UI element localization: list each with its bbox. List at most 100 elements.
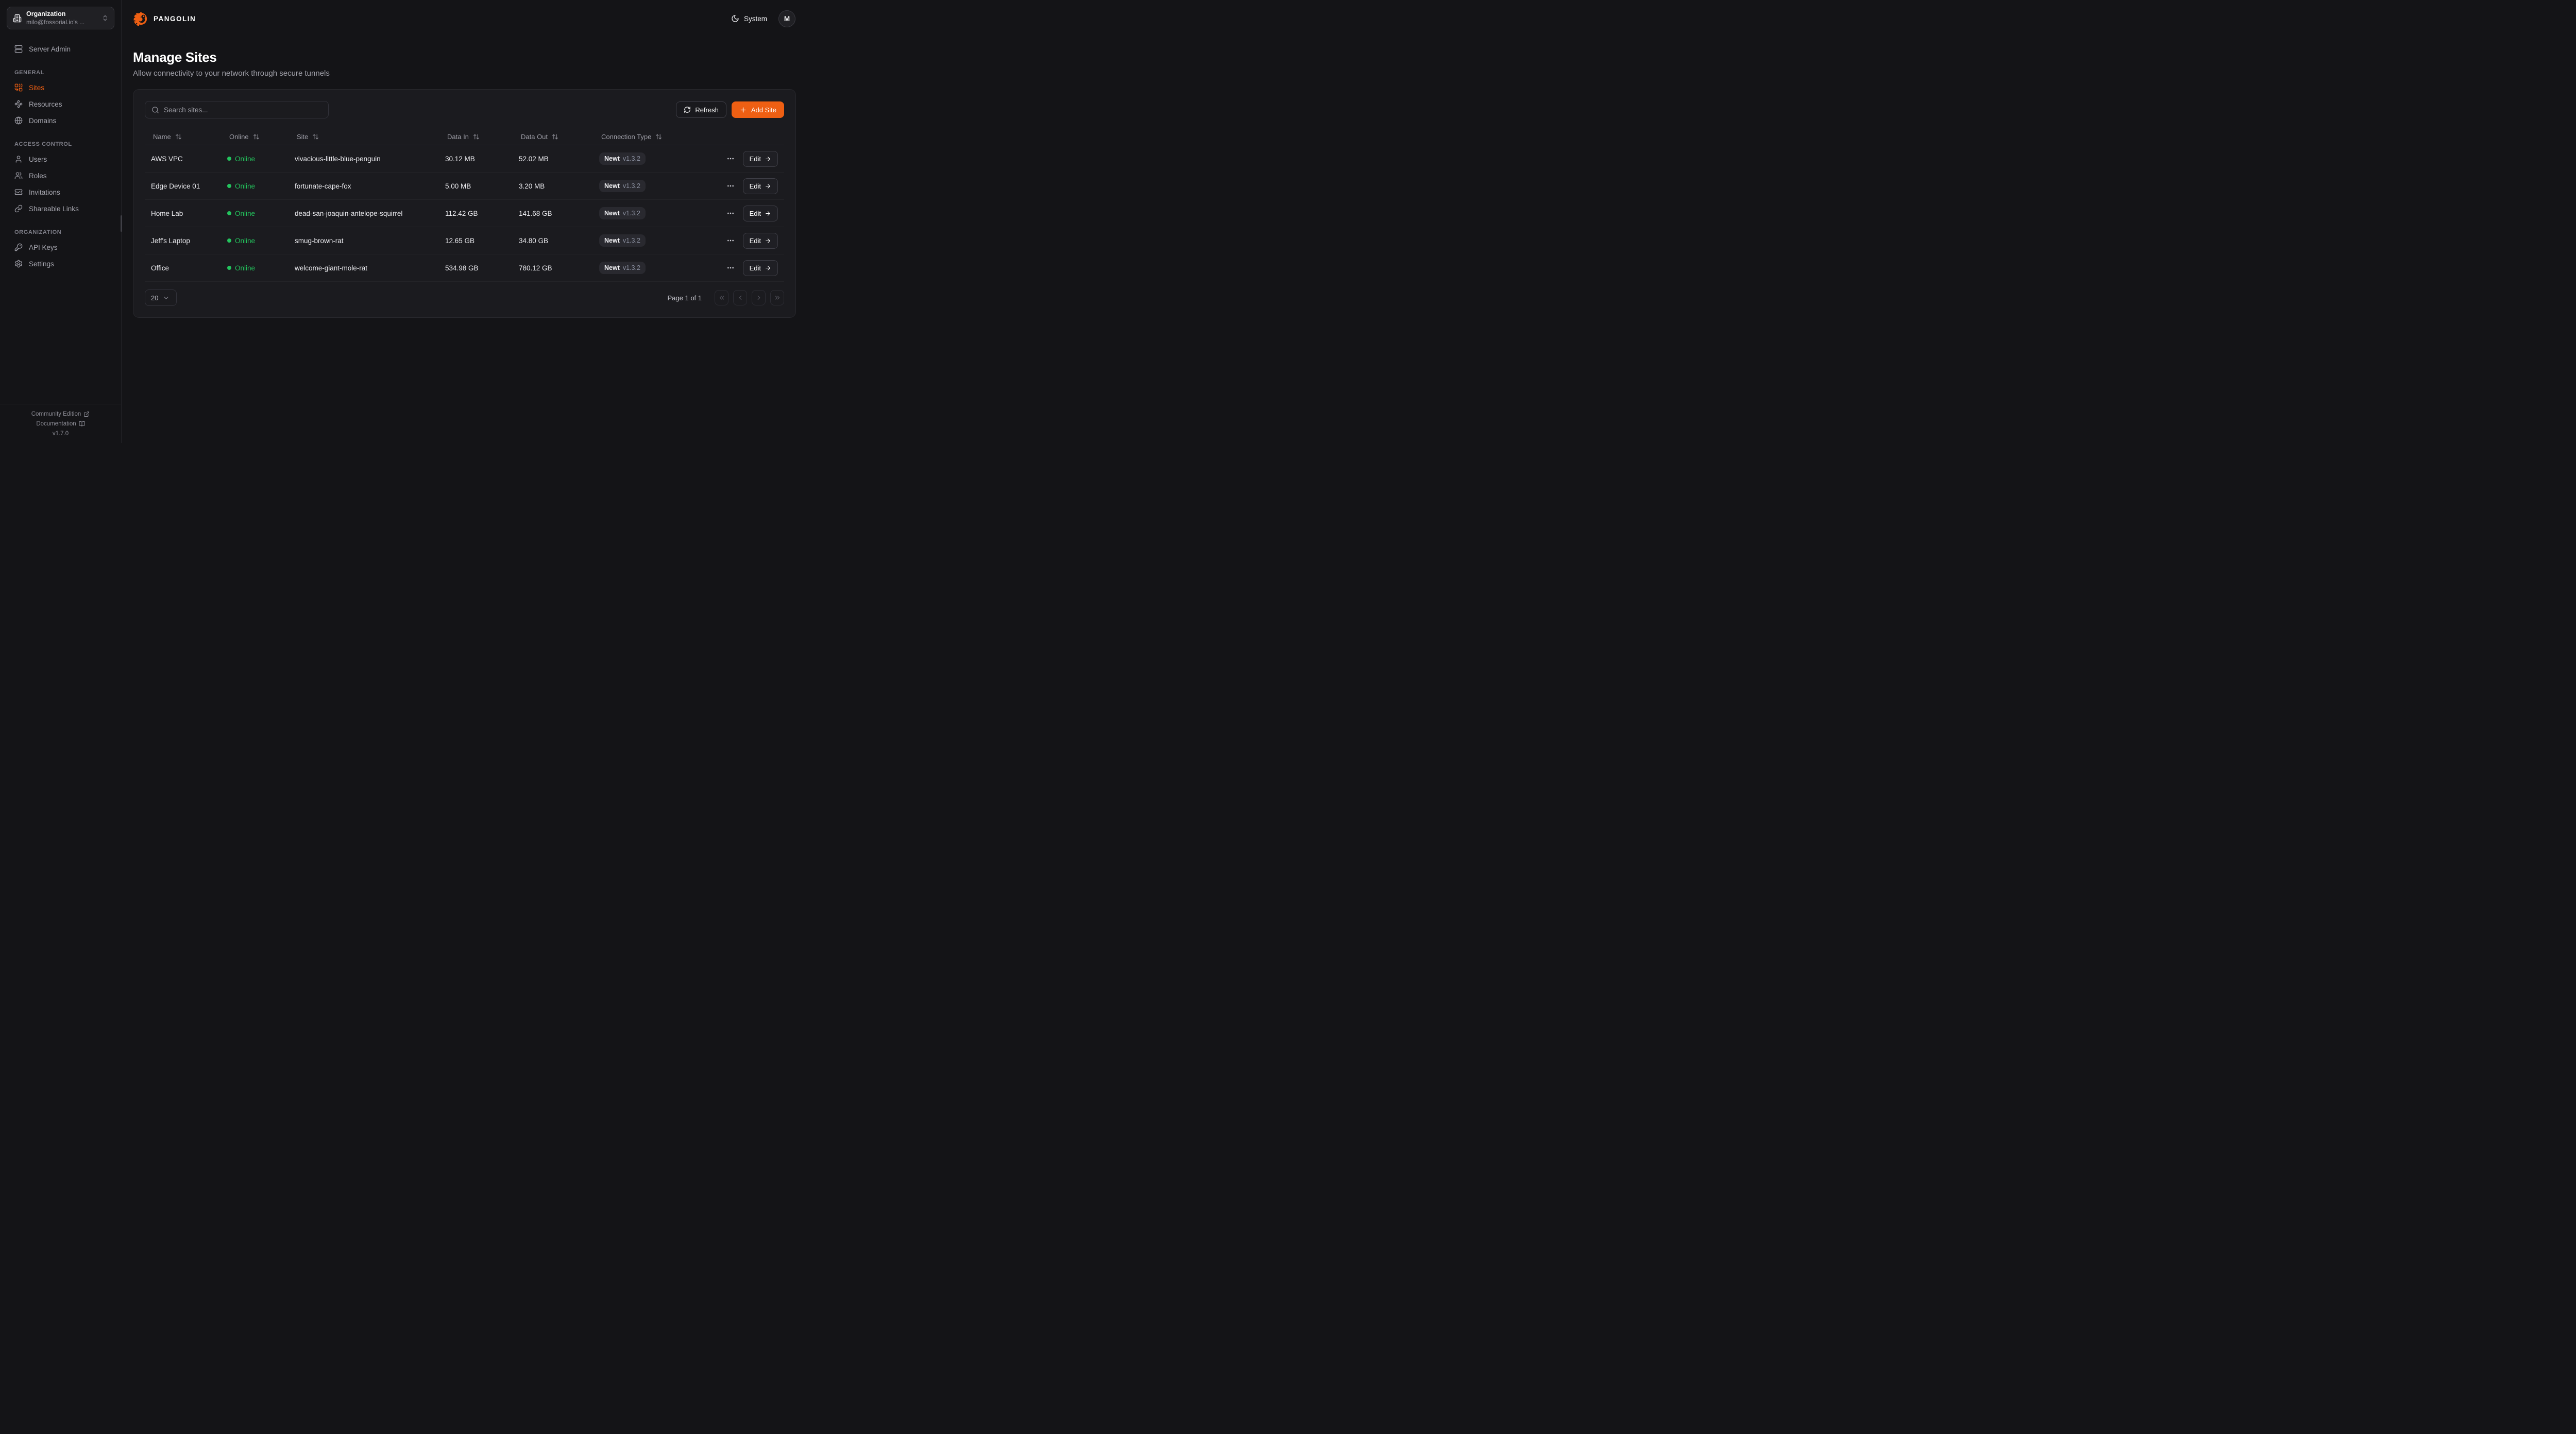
column-header-name[interactable]: Name (145, 133, 221, 141)
sidebar-item-label: Users (29, 155, 47, 163)
table-row: Jeff's Laptop Online smug-brown-rat 12.6… (145, 227, 784, 254)
chevron-down-icon (163, 295, 170, 301)
ellipsis-icon (726, 209, 735, 217)
sort-icon (655, 133, 662, 140)
data-out-value: 780.12 GB (519, 264, 552, 272)
row-menu-button[interactable] (726, 180, 735, 192)
chevrons-right-icon (774, 294, 781, 301)
ellipsis-icon (726, 236, 735, 245)
app-version: v1.7.0 (52, 431, 69, 437)
last-page-button[interactable] (770, 290, 784, 305)
community-edition-link[interactable]: Community Edition (31, 411, 90, 417)
sidebar-footer: Community Edition Documentation v1.7.0 (0, 404, 121, 443)
column-header-data-out[interactable]: Data Out (513, 133, 593, 141)
column-label: Online (229, 133, 249, 141)
edit-button[interactable]: Edit (742, 232, 778, 249)
row-menu-button[interactable] (726, 234, 735, 247)
theme-toggle[interactable]: System (731, 14, 767, 23)
data-in-value: 534.98 GB (445, 264, 479, 272)
sidebar-item-roles[interactable]: Roles (0, 167, 121, 184)
sidebar-item-shareable-links[interactable]: Shareable Links (0, 200, 121, 217)
sidebar-item-api-keys[interactable]: API Keys (0, 239, 121, 255)
search-icon (151, 106, 159, 114)
pangolin-logo[interactable]: PANGOLIN (133, 11, 196, 27)
arrow-right-icon (765, 210, 771, 217)
org-switcher[interactable]: Organization milo@fossorial.io's ... (7, 7, 114, 29)
status-label: Online (235, 182, 256, 190)
edit-button[interactable]: Edit (742, 150, 778, 167)
table-row: Edge Device 01 Online fortunate-cape-fox… (145, 173, 784, 200)
community-edition-label: Community Edition (31, 411, 81, 417)
status-label: Online (235, 209, 256, 217)
column-label: Data In (447, 133, 469, 141)
site-slug: vivacious-little-blue-penguin (295, 155, 381, 163)
column-header-connection-type[interactable]: Connection Type (593, 133, 722, 141)
row-menu-button[interactable] (726, 207, 735, 219)
sort-icon (175, 133, 182, 140)
sites-combine-icon (14, 83, 23, 92)
topbar-right: System M (731, 10, 795, 27)
column-header-online[interactable]: Online (221, 133, 289, 141)
sort-icon (253, 133, 260, 140)
data-out-value: 141.68 GB (519, 209, 552, 217)
avatar-initial: M (784, 14, 790, 23)
sort-icon (552, 133, 558, 140)
sidebar-item-sites[interactable]: Sites (0, 79, 121, 96)
site-slug: fortunate-cape-fox (295, 182, 351, 190)
row-actions: Edit (722, 260, 784, 276)
column-label: Name (153, 133, 171, 141)
column-header-data-in[interactable]: Data In (439, 133, 513, 141)
ellipsis-icon (726, 182, 735, 190)
arrow-right-icon (765, 183, 771, 190)
data-out-value: 52.02 MB (519, 155, 549, 163)
arrow-right-icon (765, 265, 771, 271)
site-slug: welcome-giant-mole-rat (295, 264, 368, 272)
edit-button[interactable]: Edit (742, 178, 778, 194)
site-name: Office (151, 264, 170, 272)
sites-table: Name Online Site Data In (145, 129, 784, 282)
column-label: Data Out (521, 133, 548, 141)
search-input[interactable] (164, 106, 322, 114)
moon-icon (731, 14, 739, 23)
previous-page-button[interactable] (733, 290, 747, 305)
sidebar-item-invitations[interactable]: Invitations (0, 184, 121, 200)
edit-label: Edit (749, 209, 761, 217)
search-box (145, 101, 329, 118)
column-header-site[interactable]: Site (289, 133, 439, 141)
connection-type-badge: Newt v1.3.2 (599, 152, 646, 165)
sort-icon (473, 133, 480, 140)
sidebar-item-users[interactable]: Users (0, 151, 121, 167)
site-slug: dead-san-joaquin-antelope-squirrel (295, 209, 403, 217)
avatar[interactable]: M (778, 10, 795, 27)
connection-name: Newt (604, 264, 620, 271)
ellipsis-icon (726, 155, 735, 163)
documentation-link[interactable]: Documentation (36, 421, 85, 427)
refresh-icon (684, 106, 691, 113)
sidebar-item-server-admin[interactable]: Server Admin (0, 41, 121, 57)
sidebar-item-label: Invitations (29, 188, 60, 196)
sidebar-item-domains[interactable]: Domains (0, 112, 121, 129)
add-site-label: Add Site (751, 106, 776, 114)
page-size-select[interactable]: 20 (145, 289, 177, 306)
data-in-value: 30.12 MB (445, 155, 475, 163)
row-actions: Edit (722, 150, 784, 167)
status-label: Online (235, 236, 256, 245)
connection-type-cell: Newt v1.3.2 (593, 152, 722, 165)
edit-button[interactable]: Edit (742, 205, 778, 221)
row-menu-button[interactable] (726, 262, 735, 274)
sidebar-item-resources[interactable]: Resources (0, 96, 121, 112)
first-page-button[interactable] (715, 290, 728, 305)
sites-card: Refresh Add Site Name Online (133, 89, 796, 318)
next-page-button[interactable] (752, 290, 766, 305)
refresh-button[interactable]: Refresh (676, 101, 726, 118)
table-row: Home Lab Online dead-san-joaquin-antelop… (145, 200, 784, 227)
site-slug: smug-brown-rat (295, 236, 344, 245)
chevron-right-icon (755, 294, 762, 301)
refresh-label: Refresh (695, 106, 719, 114)
edit-button[interactable]: Edit (742, 260, 778, 276)
row-menu-button[interactable] (726, 152, 735, 165)
sidebar-item-settings[interactable]: Settings (0, 255, 121, 272)
sidebar-item-label: Server Admin (29, 45, 71, 53)
sidebar-resize-handle[interactable] (121, 215, 122, 232)
add-site-button[interactable]: Add Site (731, 101, 784, 118)
